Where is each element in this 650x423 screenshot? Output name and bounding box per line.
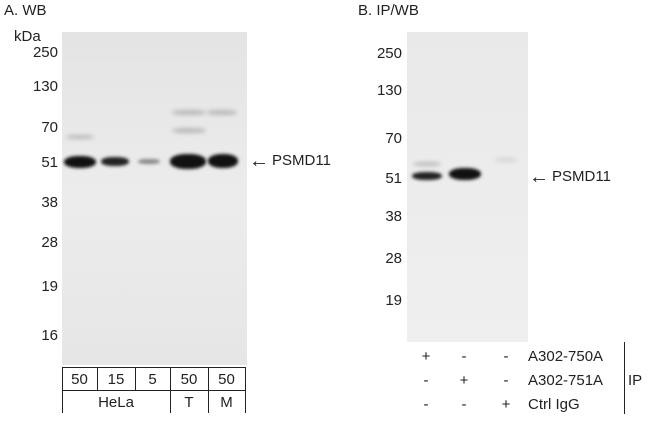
sign: + <box>501 396 511 413</box>
marker-19: 19 <box>41 278 58 295</box>
panel-a-target-label: PSMD11 <box>272 152 331 169</box>
band-lane2 <box>449 168 481 180</box>
panel-b-blot <box>407 32 528 342</box>
sign: - <box>503 348 509 365</box>
marker-70: 70 <box>41 119 58 136</box>
cell-line-t: T <box>184 394 194 411</box>
sign: + <box>459 372 469 389</box>
panel-b-markers: 250 130 70 51 38 28 19 <box>340 0 402 340</box>
sign: - <box>423 372 429 389</box>
marker-130: 130 <box>376 82 402 99</box>
amount-3: 5 <box>148 371 157 388</box>
antibody-label: A302-751A <box>528 372 604 389</box>
marker-250: 250 <box>32 44 58 61</box>
panel-b-target-label: PSMD11 <box>552 168 611 185</box>
cell-line-m: M <box>220 394 233 411</box>
sign: - <box>461 396 467 413</box>
amount-4: 50 <box>180 371 198 388</box>
marker-51: 51 <box>385 170 402 187</box>
sign: - <box>461 348 467 365</box>
antibody-label: A302-750A <box>528 348 604 365</box>
marker-38: 38 <box>385 208 402 225</box>
marker-130: 130 <box>32 78 58 95</box>
ip-label: IP <box>628 372 643 389</box>
band-lane4 <box>170 154 206 169</box>
antibody-label: Ctrl IgG <box>528 396 580 413</box>
marker-51: 51 <box>41 154 58 171</box>
panel-a-blot <box>62 32 247 365</box>
panel-b-arrow-icon: ← <box>529 166 549 188</box>
amount-1: 50 <box>71 371 88 388</box>
sign: - <box>503 372 509 389</box>
panel-b-title: B. IP/WB <box>358 2 419 19</box>
band-lane1 <box>412 172 442 180</box>
sign: - <box>423 396 429 413</box>
amount-2: 15 <box>107 371 125 388</box>
band-lane2 <box>101 157 129 166</box>
marker-250: 250 <box>376 45 402 62</box>
band-lane3 <box>138 159 160 164</box>
marker-28: 28 <box>41 234 58 251</box>
marker-19: 19 <box>385 292 402 309</box>
panel-a-title: A. WB <box>4 2 47 19</box>
panel-a-arrow-icon: ← <box>249 150 269 172</box>
cell-line-hela: HeLa <box>98 394 134 411</box>
marker-38: 38 <box>41 194 58 211</box>
band-lane5 <box>208 154 238 168</box>
amount-5: 50 <box>218 371 235 388</box>
panel-a-markers: 250 130 70 51 38 28 19 16 <box>0 0 58 360</box>
marker-16: 16 <box>41 327 58 344</box>
sign: + <box>421 348 431 365</box>
marker-28: 28 <box>385 250 402 267</box>
band-lane1 <box>64 156 96 168</box>
panel-a-kda-label: kDa <box>14 28 41 45</box>
marker-70: 70 <box>385 130 402 147</box>
